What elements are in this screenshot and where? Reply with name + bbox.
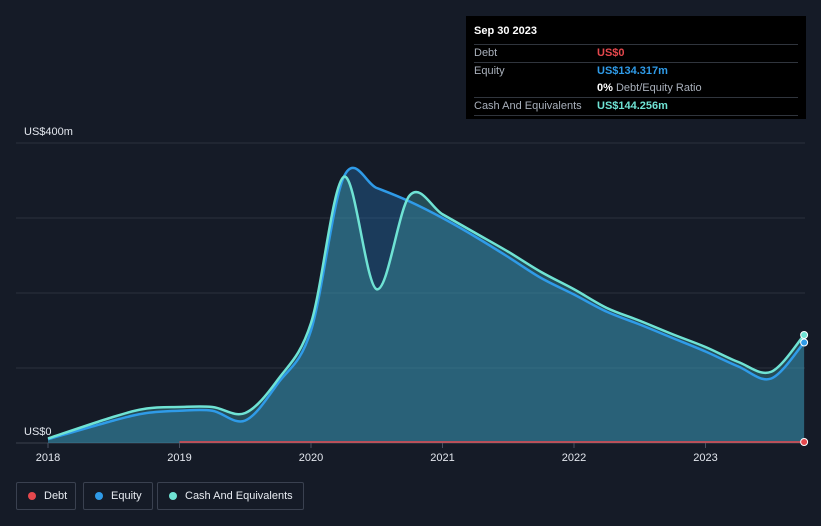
x-tick-label: 2020 [299, 452, 323, 464]
debt-dot-icon [28, 492, 36, 500]
equity-area [48, 167, 805, 443]
gridlines [16, 142, 805, 444]
cash-and-equivalents-line [47, 175, 806, 440]
tooltip-row-debt: Debt US$0 [474, 44, 798, 62]
cash-and-equivalents-area [48, 176, 805, 443]
legend-item-equity[interactable]: Equity [83, 482, 153, 510]
ratio-value: 0% [597, 82, 613, 94]
tooltip-date: Sep 30 2023 [474, 25, 537, 37]
x-tick-label: 2018 [36, 452, 60, 464]
hover-tooltip: Sep 30 2023 Debt US$0 Equity US$134.317m… [466, 16, 806, 119]
series-end-markers [800, 331, 809, 446]
legend-label: Debt [44, 490, 68, 502]
cash-dot-icon [169, 492, 177, 500]
tooltip-value: US$144.256m [597, 100, 668, 112]
series-lines [47, 166, 806, 443]
tooltip-label: Equity [474, 65, 505, 77]
legend-label: Equity [111, 490, 142, 502]
equity-end-marker[interactable] [800, 338, 809, 347]
tooltip-label [474, 80, 597, 97]
tooltip-value: US$134.317m [597, 65, 668, 77]
tooltip-row-cash: Cash And Equivalents US$144.256m [474, 97, 798, 116]
y-tick-label-top: US$400m [24, 126, 73, 138]
equity-dot-icon [95, 492, 103, 500]
tooltip-value: US$0 [597, 47, 625, 59]
tooltip-label: Cash And Equivalents [474, 100, 582, 112]
y-tick-label-bottom: US$0 [24, 426, 52, 438]
tooltip-row-equity: Equity US$134.317m [474, 62, 798, 80]
tooltip-row-ratio: 0% Debt/Equity Ratio [474, 80, 798, 97]
x-tick-label: 2021 [430, 452, 454, 464]
ratio-suffix: Debt/Equity Ratio [615, 82, 702, 94]
legend-item-debt[interactable]: Debt [16, 482, 76, 510]
series-areas [48, 167, 805, 443]
legend-item-cash[interactable]: Cash And Equivalents [157, 482, 304, 510]
x-tick-label: 2019 [167, 452, 191, 464]
debt-end-marker[interactable] [800, 438, 809, 446]
x-axis-ticks: 2018 2019 2020 2021 2022 2023 [36, 443, 718, 464]
cash-and-equivalents-end-marker[interactable] [800, 331, 809, 339]
x-tick-label: 2023 [693, 452, 717, 464]
tooltip-value: 0% Debt/Equity Ratio [597, 80, 702, 97]
tooltip-label: Debt [474, 47, 498, 59]
equity-line [47, 166, 806, 441]
x-tick-label: 2022 [562, 452, 586, 464]
legend-label: Cash And Equivalents [185, 490, 293, 502]
